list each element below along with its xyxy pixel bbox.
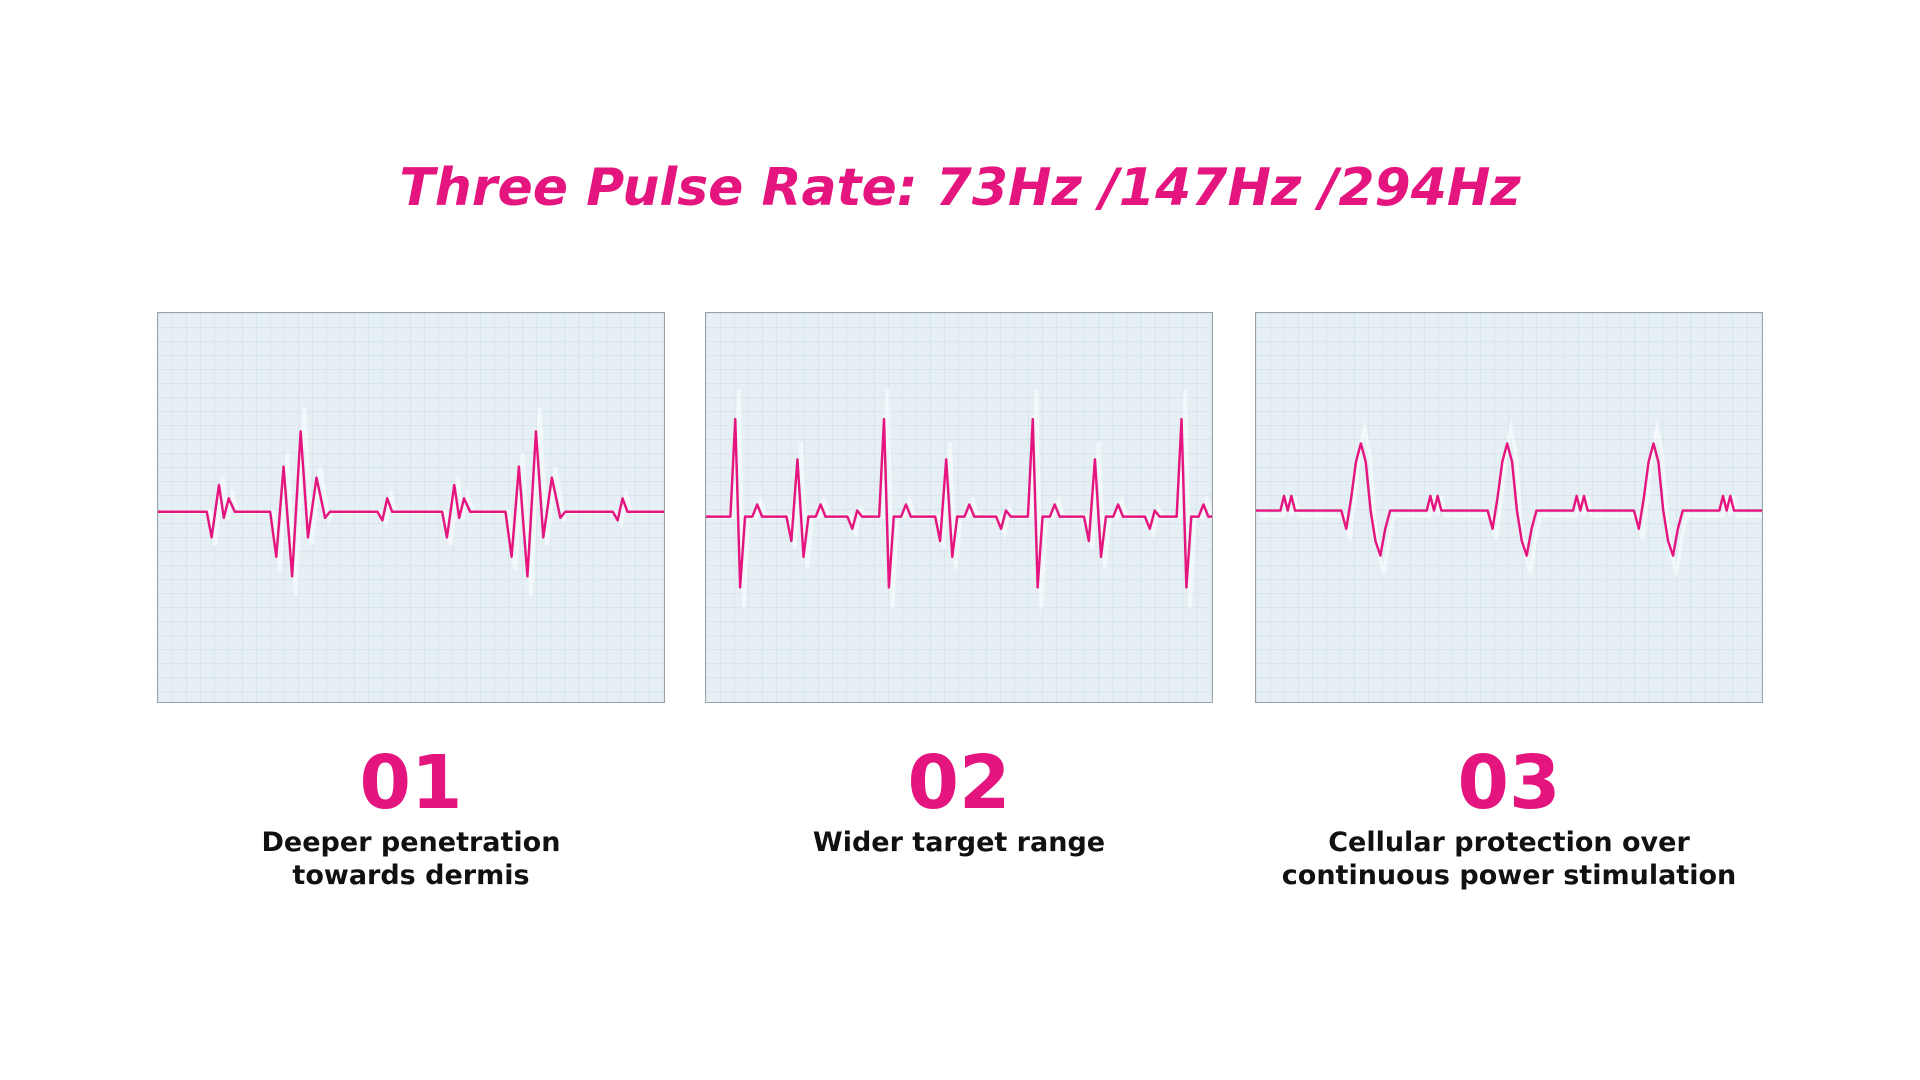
waveform bbox=[706, 417, 1212, 589]
grid bbox=[158, 313, 664, 702]
description-line: Wider target range bbox=[812, 827, 1106, 858]
waveform-graph bbox=[1256, 313, 1762, 702]
description-line: Deeper penetration bbox=[261, 827, 561, 858]
title: Three Pulse Rate: 73Hz /147Hz /294Hz bbox=[399, 158, 1521, 218]
panel-number: 02 bbox=[907, 740, 1011, 826]
waveform-ghost bbox=[161, 406, 664, 596]
panel-number: 01 bbox=[359, 740, 463, 826]
wave-panel bbox=[157, 312, 665, 703]
waveform bbox=[158, 430, 664, 578]
waveform-ghost bbox=[1259, 419, 1762, 575]
description-line: towards dermis bbox=[292, 860, 530, 891]
panel-description: Wider target range bbox=[679, 826, 1239, 859]
wave-panel bbox=[705, 312, 1213, 703]
grid bbox=[1256, 313, 1762, 702]
waveform-graph bbox=[158, 313, 664, 702]
panel-number: 03 bbox=[1457, 740, 1561, 826]
wave-panel bbox=[1255, 312, 1763, 703]
panel-description: Cellular protection over continuous power… bbox=[1229, 826, 1789, 892]
description-line: Cellular protection over bbox=[1328, 827, 1690, 858]
waveform bbox=[1256, 442, 1762, 557]
description-line: continuous power stimulation bbox=[1281, 860, 1737, 891]
waveform-graph bbox=[706, 313, 1212, 702]
panel-description: Deeper penetration towards dermis bbox=[131, 826, 691, 892]
grid bbox=[706, 313, 1212, 702]
